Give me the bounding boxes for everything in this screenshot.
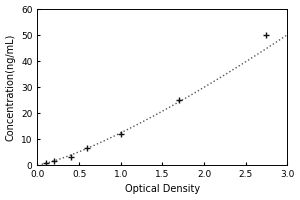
X-axis label: Optical Density: Optical Density bbox=[125, 184, 200, 194]
Y-axis label: Concentration(ng/mL): Concentration(ng/mL) bbox=[6, 33, 16, 141]
